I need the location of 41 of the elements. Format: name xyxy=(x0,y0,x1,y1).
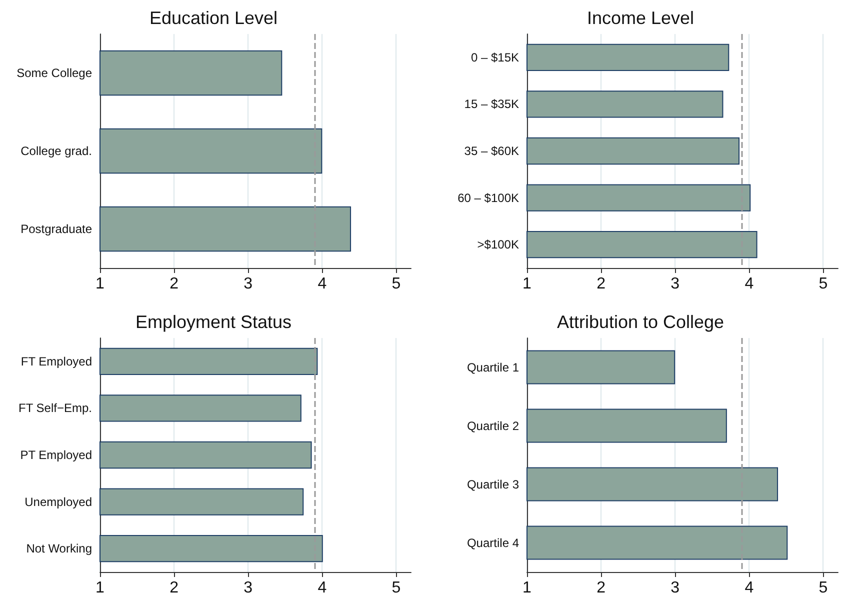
chart-title: Attribution to College xyxy=(556,312,724,332)
y-tick-label: Quartile 1 xyxy=(466,360,520,374)
x-tick-label: 3 xyxy=(670,276,680,292)
x-tick-label: 1 xyxy=(522,276,532,292)
y-tick-label: Unemployed xyxy=(24,494,92,509)
y-tick-label: PT Employed xyxy=(20,448,92,462)
y-tick-label: 60 – $100K xyxy=(458,190,519,205)
x-tick-label: 5 xyxy=(392,580,401,596)
x-tick-label: 4 xyxy=(318,276,327,292)
y-tick-label: College grad. xyxy=(20,144,92,158)
x-tick-label: 1 xyxy=(522,580,532,596)
x-tick-label: 5 xyxy=(818,580,828,596)
y-tick-label: Some College xyxy=(16,66,92,80)
y-tick-label: Quartile 4 xyxy=(466,536,520,550)
x-tick-label: 2 xyxy=(596,276,606,292)
y-tick-label: 35 – $60K xyxy=(464,144,519,158)
x-tick-label: 2 xyxy=(596,580,606,596)
y-tick-label: FT Self−Emp. xyxy=(18,401,92,416)
x-tick-label: 4 xyxy=(744,580,754,596)
y-tick-label: FT Employed xyxy=(20,354,92,368)
y-tick-label: Quartile 2 xyxy=(466,418,520,433)
y-tick-label: 0 – $15K xyxy=(470,50,519,64)
chart-title: Education Level xyxy=(149,8,278,28)
x-tick-label: 1 xyxy=(96,276,105,292)
x-tick-label: 1 xyxy=(96,580,105,596)
x-tick-label: 3 xyxy=(244,276,253,292)
y-tick-label: >$100K xyxy=(477,238,519,252)
y-tick-label: Quartile 3 xyxy=(466,477,520,492)
x-tick-label: 4 xyxy=(318,580,327,596)
x-tick-label: 4 xyxy=(744,276,754,292)
y-tick-label: Not Working xyxy=(26,542,92,556)
chart-title: Income Level xyxy=(586,8,694,28)
x-tick-label: 2 xyxy=(170,276,179,292)
x-tick-label: 3 xyxy=(244,580,253,596)
x-tick-label: 2 xyxy=(170,580,179,596)
y-tick-label: Postgraduate xyxy=(20,222,92,236)
y-tick-label: 15 – $35K xyxy=(464,97,519,112)
x-tick-label: 5 xyxy=(818,276,828,292)
x-tick-label: 3 xyxy=(670,580,680,596)
chart-title: Employment Status xyxy=(135,312,292,332)
x-tick-label: 5 xyxy=(392,276,401,292)
